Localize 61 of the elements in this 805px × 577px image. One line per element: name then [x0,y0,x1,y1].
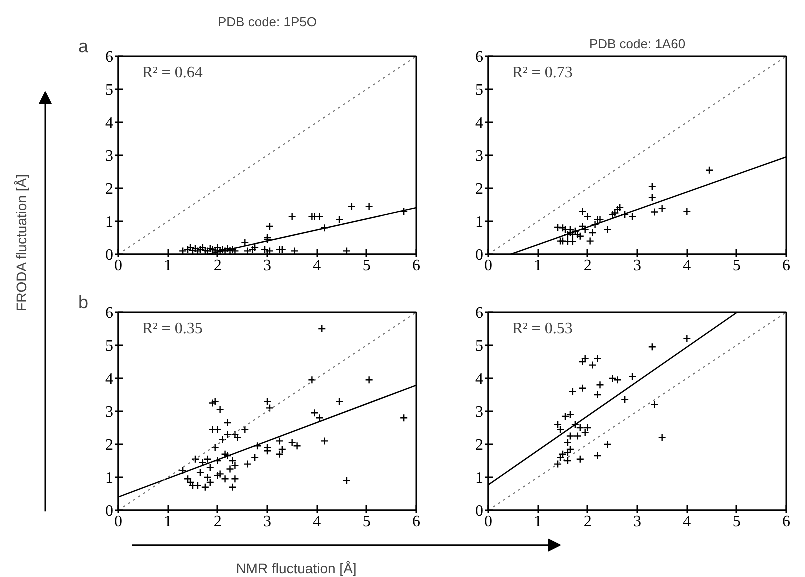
x-tick-label: 5 [732,514,741,530]
y-tick-label: 2 [476,181,484,198]
y-tick-label: 4 [476,371,484,388]
y-tick-label: 3 [106,148,114,165]
chart-title: PDB code: 1A60 [589,36,686,52]
y-tick-label: 0 [476,503,484,520]
y-tick-label: 0 [106,503,114,520]
x-tick-label: 6 [412,258,420,274]
x-tick-label: 3 [264,258,272,274]
y-tick-label: 5 [106,338,114,355]
x-tick-label: 6 [782,258,790,274]
y-tick-label: 5 [476,338,484,355]
y-tick-label: 1 [476,470,484,487]
x-tick-label: 3 [634,514,642,530]
y-tick-label: 2 [476,437,484,454]
text: a [78,36,90,56]
annotation: R² = 0.64 [142,64,203,82]
x-tick-label: 2 [214,258,222,274]
x-tick-label: 1 [534,514,542,530]
y-tick-label: 6 [476,49,484,66]
y-axis-title: FRODA fluctuation [Å] [14,174,30,312]
y-tick-label: 1 [106,214,114,231]
y-tick-label: 1 [476,214,484,231]
x-tick-label: 5 [362,258,371,274]
annotation: R² = 0.35 [142,320,203,338]
y-tick-label: 4 [476,115,484,132]
x-tick-label: 2 [584,258,592,274]
chart-title: PDB code: 1P5O [218,14,317,30]
y-tick-label: 3 [476,404,484,421]
y-tick-label: 3 [476,148,484,165]
y-tick-label: 1 [106,470,114,487]
x-tick-label: 5 [362,514,371,530]
annotation: R² = 0.53 [512,320,573,338]
y-tick-label: 5 [476,82,484,99]
y-tick-label: 0 [106,247,114,264]
y-tick-label: 0 [476,247,484,264]
text: b [78,292,89,312]
annotation: R² = 0.73 [512,64,573,82]
y-tick-label: 6 [106,49,114,66]
x-tick-label: 4 [683,514,692,530]
x-tick-label: 2 [584,514,592,530]
x-tick-label: 6 [782,514,790,530]
y-tick-label: 2 [106,437,114,454]
x-tick-label: 2 [214,514,222,530]
y-tick-label: 2 [106,181,114,198]
y-tick-label: 3 [106,404,114,421]
y-tick-label: 5 [106,82,114,99]
x-tick-label: 3 [634,258,642,274]
x-tick-label: 5 [732,258,741,274]
x-tick-label: 6 [412,514,420,530]
y-tick-label: 4 [106,115,114,132]
x-tick-label: 4 [313,258,322,274]
x-tick-label: 4 [683,258,692,274]
y-tick-label: 6 [106,305,114,322]
x-tick-label: 3 [264,514,272,530]
x-tick-label: 4 [313,514,322,530]
x-tick-label: 1 [164,514,172,530]
x-tick-label: 1 [534,258,542,274]
x-tick-label: 1 [164,258,172,274]
y-tick-label: 4 [106,371,114,388]
y-tick-label: 6 [476,305,484,322]
